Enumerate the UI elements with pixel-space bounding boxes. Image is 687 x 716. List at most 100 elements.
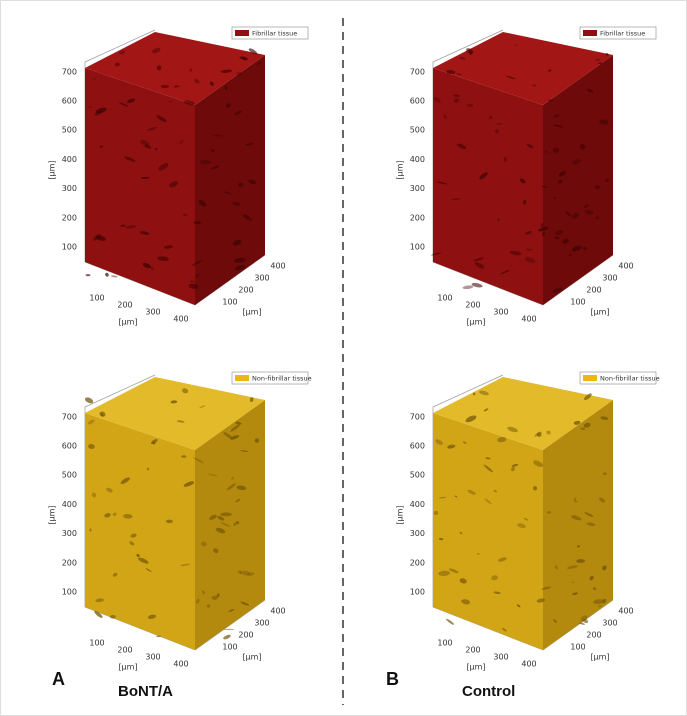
texture [454,495,458,498]
legend-box [231,26,309,40]
texture [593,599,605,605]
group-caption: Control [462,683,515,700]
z-tick-label: 700 [62,412,77,421]
texture [213,134,223,137]
z-tick-label: 700 [410,67,425,76]
x-tick-label: 100 [89,294,104,303]
texture [243,214,251,220]
texture [547,69,552,72]
texture [483,464,494,473]
y-tick-label: 200 [238,286,253,295]
x-tick-label: 100 [437,294,452,303]
legend-label: Non-fibrillar tissue [600,375,660,383]
texture [599,497,605,503]
texture [191,260,202,266]
texture [459,531,463,535]
texture [584,209,594,215]
texture [89,528,92,532]
z-tick-label: 700 [410,412,425,421]
texture [536,598,545,603]
texture [595,58,600,61]
texture [178,139,185,144]
texture [156,635,161,638]
texture [181,455,187,458]
texture [584,393,592,401]
texture [542,231,545,237]
texture [249,218,253,222]
texture [558,170,566,177]
texture [95,107,107,114]
texture [462,285,474,290]
texture [473,257,484,262]
texture [109,615,116,619]
texture [160,84,170,89]
texture [433,97,441,103]
texture [246,572,255,577]
texture [525,230,532,235]
texture [568,253,572,257]
texture [484,498,492,505]
texture [188,283,199,289]
texture [207,604,211,608]
z-tick-label: 100 [410,588,425,597]
texture [511,463,519,467]
texture [553,124,564,128]
texture [99,145,104,148]
texture [554,565,558,570]
texture [169,100,172,103]
y-axis-label: [μm] [590,653,609,662]
texture [524,257,536,264]
texture [479,390,489,396]
texture [249,397,254,402]
texture [110,275,118,278]
texture [583,422,591,428]
texture [462,441,467,444]
texture [228,608,235,613]
texture [87,419,95,425]
texture [493,591,501,595]
z-tick-label: 600 [410,97,425,106]
texture [193,457,204,463]
texture [99,411,106,417]
texture [438,496,447,499]
z-tick-label: 200 [410,213,425,222]
texture [220,69,232,73]
z-axis-label: [μm] [48,160,57,179]
volume-top [85,377,265,450]
texture [239,56,249,60]
texture [598,605,602,608]
x-tick-label: 100 [437,639,452,648]
z-tick-label: 300 [410,529,425,538]
texture [546,430,551,435]
texture [577,545,581,548]
z-tick-label: 200 [62,213,77,222]
texture [139,231,150,235]
texture [583,204,590,208]
texture [182,213,188,216]
texture [233,257,246,263]
texture [93,77,96,81]
x-tick-label: 200 [465,646,480,655]
texture [448,568,459,574]
texture [533,460,544,468]
texture [248,48,258,55]
texture [603,472,607,476]
texture [200,159,212,165]
texture [572,212,580,219]
texture [494,129,499,134]
texture [232,201,241,206]
texture [217,515,225,521]
texture [567,565,579,569]
texture [533,486,538,491]
texture [498,557,507,562]
volume-front [433,68,543,305]
x-tick-label: 400 [173,660,188,669]
x-tick-label: 400 [521,660,536,669]
texture [553,619,557,624]
texture [526,143,534,149]
texture [236,71,242,77]
z-tick-label: 400 [410,155,425,164]
texture [580,427,586,430]
x-tick-label: 200 [117,301,132,310]
texture [237,182,244,187]
